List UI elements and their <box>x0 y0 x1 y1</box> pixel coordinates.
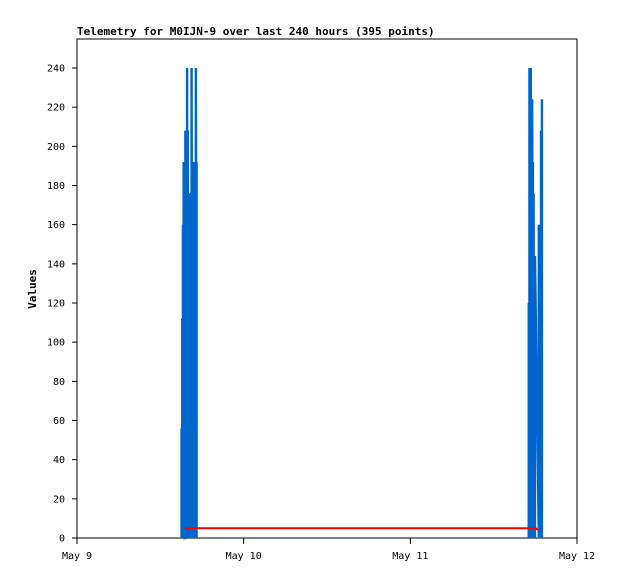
y-tick-label: 160 <box>47 220 65 231</box>
y-tick-label: 120 <box>47 299 65 310</box>
y-axis-ticks: 0 20 40 60 80 100 120 140 160 180 200 220 240 <box>47 64 77 545</box>
y-tick-label: 60 <box>53 416 65 427</box>
y-tick-label: 20 <box>53 494 65 505</box>
plot-area <box>76 38 578 539</box>
series-0-line <box>180 67 544 540</box>
x-tick-label: May 12 <box>559 551 595 562</box>
series-1-line <box>184 527 540 532</box>
y-tick-label: 0 <box>59 534 65 545</box>
x-tick-label: May 10 <box>226 551 262 562</box>
y-tick-label: 220 <box>47 103 65 114</box>
y-axis-label: Values <box>26 269 39 309</box>
x-tick-label: May 9 <box>62 551 92 562</box>
y-tick-label: 240 <box>47 64 65 75</box>
y-tick-label: 140 <box>47 259 65 270</box>
y-tick-label: 40 <box>53 455 65 466</box>
data-series <box>180 67 544 540</box>
chart-title: Telemetry for M0IJN-9 over last 240 hour… <box>77 25 435 38</box>
y-tick-label: 200 <box>47 142 65 153</box>
y-tick-label: 100 <box>47 338 65 349</box>
x-tick-label: May 11 <box>392 551 428 562</box>
x-axis-ticks: May 9 May 10 May 11 May 12 <box>62 538 595 562</box>
y-tick-label: 80 <box>53 377 65 388</box>
y-tick-label: 180 <box>47 181 65 192</box>
